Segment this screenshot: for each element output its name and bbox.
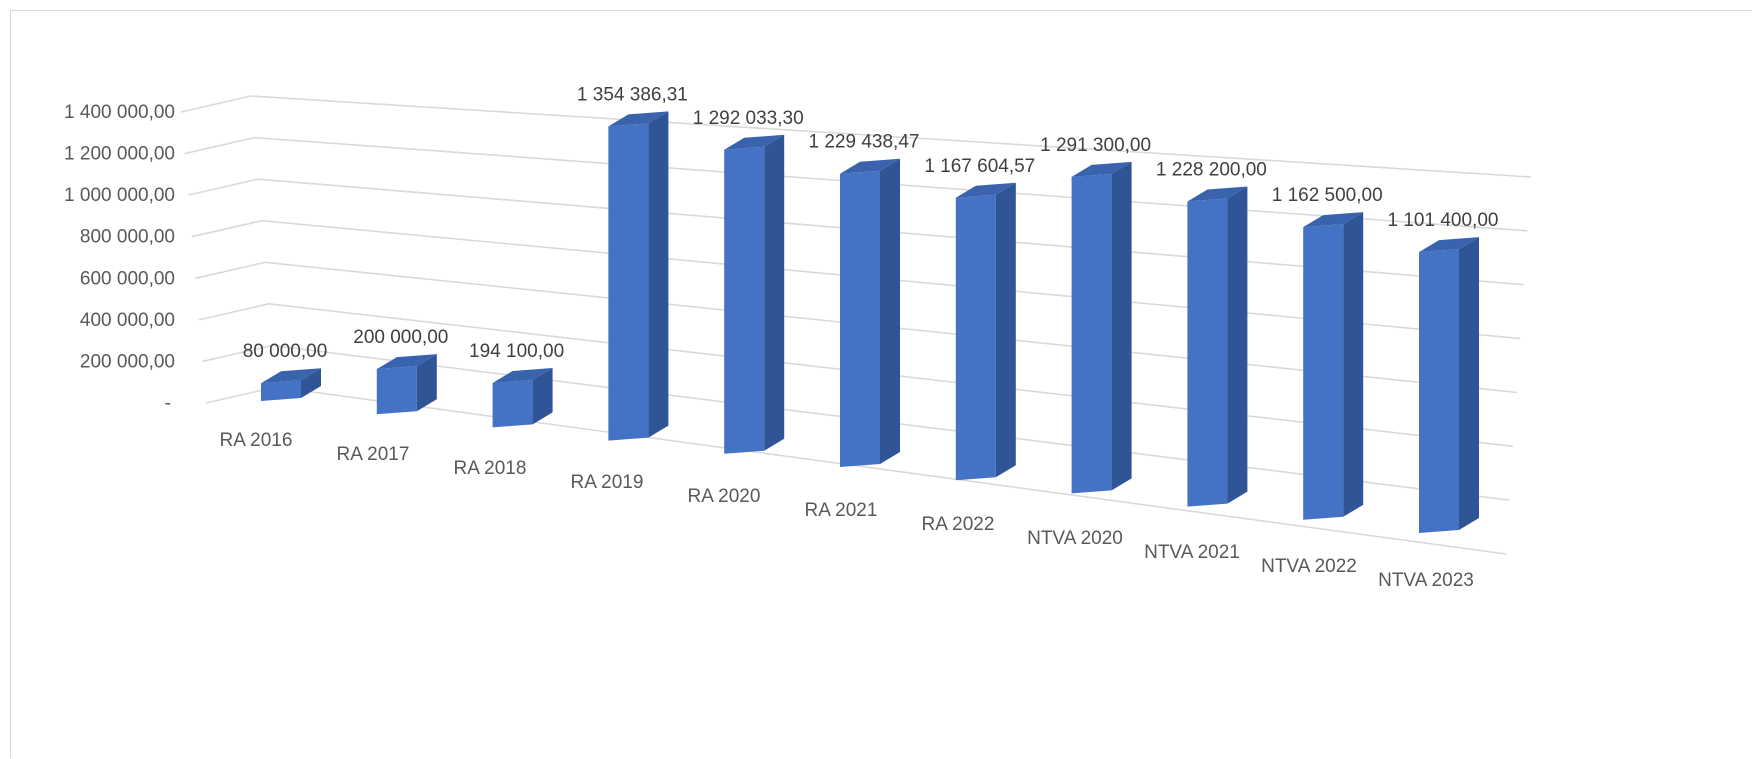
bar-side-face bbox=[416, 354, 437, 412]
x-category-label: NTVA 2022 bbox=[1261, 556, 1357, 577]
bar bbox=[376, 354, 437, 415]
y-tick-label: 1 400 000,00 bbox=[64, 102, 175, 123]
bar-top-face bbox=[840, 158, 900, 174]
bar bbox=[955, 182, 1016, 481]
data-label: 80 000,00 bbox=[243, 341, 328, 362]
bar bbox=[492, 368, 553, 428]
bar bbox=[261, 368, 321, 401]
bar-front-face bbox=[1187, 198, 1228, 507]
bar-front-face bbox=[724, 146, 765, 454]
y-tick-label: 1 000 000,00 bbox=[64, 185, 175, 206]
bar bbox=[840, 158, 900, 467]
x-axis-category-labels: RA 2016 RA 2017 RA 2018 RA 2019 RA 2020 RA 20… bbox=[220, 430, 1474, 591]
y-tick-label: - bbox=[165, 393, 171, 414]
bar bbox=[1303, 212, 1364, 520]
bar-front-face bbox=[1419, 249, 1459, 533]
gridlines bbox=[180, 95, 1532, 555]
y-tick-label: 800 000,00 bbox=[80, 227, 175, 248]
x-category-label: RA 2022 bbox=[922, 514, 995, 535]
bar-top-face bbox=[1187, 186, 1248, 202]
bar bbox=[1419, 237, 1479, 533]
bar-side-face bbox=[1343, 212, 1364, 517]
data-labels: 80 000,00 200 000,00 194 100,00 1 354 386,3… bbox=[243, 84, 1499, 362]
x-category-label: RA 2020 bbox=[688, 486, 761, 507]
bar-front-face bbox=[840, 170, 880, 467]
bar bbox=[1071, 161, 1132, 494]
bar bbox=[1187, 186, 1248, 507]
bars bbox=[261, 111, 1479, 533]
x-category-label: RA 2016 bbox=[220, 430, 293, 451]
bar-front-face bbox=[1303, 224, 1344, 520]
bar-front-face bbox=[1071, 173, 1112, 494]
x-category-label: RA 2017 bbox=[337, 444, 410, 465]
bar-top-face bbox=[376, 354, 437, 370]
bar-top-face bbox=[1071, 161, 1132, 177]
bar-front-face bbox=[955, 194, 996, 481]
bar-top-face bbox=[492, 368, 553, 384]
bar-side-face bbox=[995, 182, 1016, 478]
x-category-label: NTVA 2023 bbox=[1378, 570, 1474, 591]
y-tick-label: 400 000,00 bbox=[80, 310, 175, 331]
bar-top-face bbox=[955, 182, 1016, 198]
data-label: 1 228 200,00 bbox=[1156, 159, 1267, 180]
bar-side-face bbox=[301, 368, 321, 398]
x-category-label: RA 2019 bbox=[571, 472, 644, 493]
data-label: 1 101 400,00 bbox=[1388, 210, 1499, 231]
bar-top-face bbox=[1303, 212, 1364, 228]
bar-side-face bbox=[1459, 237, 1479, 530]
y-tick-label: 200 000,00 bbox=[80, 351, 175, 372]
bar-side-face bbox=[1227, 186, 1248, 504]
bar-side-face bbox=[880, 158, 900, 464]
x-category-label: NTVA 2021 bbox=[1144, 542, 1240, 563]
bar-front-face bbox=[376, 366, 417, 415]
bar-side-face bbox=[764, 134, 785, 451]
data-label: 1 292 033,30 bbox=[693, 108, 804, 129]
y-tick-label: 600 000,00 bbox=[80, 268, 175, 289]
data-label: 1 162 500,00 bbox=[1272, 185, 1383, 206]
bar-top-face bbox=[608, 111, 669, 127]
bar-side-face bbox=[532, 368, 553, 425]
bar-top-face bbox=[261, 368, 321, 384]
gridline bbox=[180, 95, 1532, 178]
chart-frame: - 200 000,00 400 000,00 600 000,00 800 000,0… bbox=[10, 10, 1752, 758]
bar-front-face bbox=[608, 123, 649, 441]
bar bbox=[724, 134, 785, 454]
y-tick-label: 1 200 000,00 bbox=[64, 144, 175, 165]
bar-side-face bbox=[648, 111, 669, 438]
data-label: 200 000,00 bbox=[353, 327, 448, 348]
chart-canvas: - 200 000,00 400 000,00 600 000,00 800 000,0… bbox=[64, 84, 1532, 591]
bar-side-face bbox=[1111, 161, 1132, 491]
bar-top-face bbox=[724, 134, 785, 150]
data-label: 194 100,00 bbox=[469, 341, 564, 362]
bar-front-face bbox=[492, 380, 533, 428]
bar-front-face bbox=[261, 380, 301, 401]
y-axis-tick-labels: - 200 000,00 400 000,00 600 000,00 800 000,0… bbox=[64, 102, 175, 414]
bar bbox=[608, 111, 669, 441]
x-category-label: NTVA 2020 bbox=[1027, 528, 1123, 549]
data-label: 1 167 604,57 bbox=[924, 156, 1035, 177]
data-label: 1 354 386,31 bbox=[577, 84, 688, 105]
x-category-label: RA 2021 bbox=[805, 500, 878, 521]
x-category-label: RA 2018 bbox=[454, 458, 527, 479]
bar-top-face bbox=[1419, 237, 1479, 253]
data-label: 1 291 300,00 bbox=[1040, 135, 1151, 156]
data-label: 1 229 438,47 bbox=[809, 132, 920, 153]
